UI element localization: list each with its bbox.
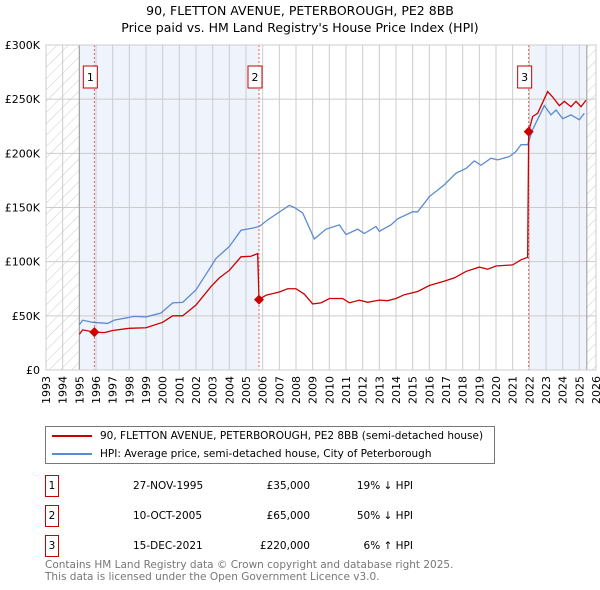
- legend-line-blue: [52, 453, 92, 455]
- y-tick-label: £300K: [5, 39, 41, 52]
- x-tick-label: 2006: [257, 376, 270, 404]
- series-line: [78, 104, 585, 326]
- legend-label: HPI: Average price, semi-detached house,…: [100, 448, 432, 460]
- x-tick-label: 2014: [390, 376, 403, 404]
- y-tick-label: £150K: [5, 202, 41, 215]
- sale-marker-box: [247, 65, 263, 89]
- sale-marker-box: [517, 65, 533, 89]
- sale-point: [523, 126, 534, 137]
- footer-line-2: This data is licensed under the Open Gov…: [45, 571, 380, 583]
- sale-row: 3 15-DEC-2021 £220,000 6% ↑ HPI: [45, 535, 445, 557]
- x-tick-label: 2001: [173, 376, 186, 404]
- x-tick-label: 1994: [57, 376, 70, 404]
- sale-marker-badge: 2: [45, 505, 59, 527]
- sale-marker-label: 1: [87, 71, 94, 84]
- sale-hpi-diff: 19% ↓ HPI: [356, 480, 413, 492]
- sale-marker-label: 3: [521, 71, 528, 84]
- footer-line-1: Contains HM Land Registry data © Crown c…: [45, 559, 454, 571]
- sale-price: £220,000: [259, 540, 310, 552]
- x-tick-label: 2024: [557, 376, 570, 404]
- x-tick-label: 1993: [40, 376, 53, 404]
- x-tick-label: 2021: [507, 376, 520, 404]
- chart-subtitle: Price paid vs. HM Land Registry's House …: [121, 20, 479, 35]
- y-tick-label: £200K: [5, 147, 41, 160]
- x-tick-label: 2023: [540, 376, 553, 404]
- x-tick-label: 1995: [73, 376, 86, 404]
- sale-price: £65,000: [266, 510, 310, 522]
- x-tick-label: 2018: [457, 376, 470, 404]
- sale-hpi-diff: 50% ↓ HPI: [356, 510, 413, 522]
- x-tick-label: 1999: [140, 376, 153, 404]
- plot-frame: [45, 44, 597, 371]
- legend-label: 90, FLETTON AVENUE, PETERBOROUGH, PE2 8B…: [100, 430, 484, 442]
- x-tick-label: 2005: [240, 376, 253, 404]
- sale-point: [89, 327, 100, 338]
- x-tick-label: 2020: [490, 376, 503, 404]
- x-tick-label: 2004: [223, 376, 236, 404]
- legend-item-hpi: HPI: Average price, semi-detached house,…: [52, 445, 432, 463]
- sale-row: 1 27-NOV-1995 £35,000 19% ↓ HPI: [45, 475, 445, 497]
- chart-title: 90, FLETTON AVENUE, PETERBOROUGH, PE2 8B…: [146, 3, 454, 18]
- x-tick-label: 2015: [407, 376, 420, 404]
- x-tick-label: 2011: [340, 376, 353, 404]
- y-tick-label: £0: [26, 364, 40, 377]
- legend-item-property: 90, FLETTON AVENUE, PETERBOROUGH, PE2 8B…: [52, 427, 483, 445]
- sale-date: 15-DEC-2021: [133, 540, 203, 552]
- y-tick-label: £100K: [5, 256, 41, 269]
- x-tick-label: 1998: [123, 376, 136, 404]
- sale-hpi-diff: 6% ↑ HPI: [363, 540, 413, 552]
- x-tick-label: 1997: [107, 376, 120, 404]
- sale-price: £35,000: [266, 480, 310, 492]
- x-tick-label: 2017: [440, 376, 453, 404]
- y-tick-label: £250K: [5, 93, 41, 106]
- sale-row: 2 10-OCT-2005 £65,000 50% ↓ HPI: [45, 505, 445, 527]
- x-tick-label: 2016: [423, 376, 436, 404]
- x-tick-label: 2000: [157, 376, 170, 404]
- sale-point: [254, 294, 264, 305]
- x-tick-label: 2026: [590, 376, 600, 404]
- x-tick-label: 2013: [373, 376, 386, 404]
- legend: 90, FLETTON AVENUE, PETERBOROUGH, PE2 8B…: [45, 426, 495, 464]
- x-tick-label: 2019: [473, 376, 486, 404]
- x-tick-label: 1996: [90, 376, 103, 404]
- legend-line-red: [52, 435, 92, 437]
- sale-date: 27-NOV-1995: [133, 480, 204, 492]
- x-tick-label: 2009: [307, 376, 320, 404]
- x-tick-label: 2025: [573, 376, 586, 404]
- sale-marker-badge: 1: [45, 475, 59, 497]
- y-tick-label: £50K: [12, 310, 41, 323]
- x-tick-label: 2012: [357, 376, 370, 404]
- price-chart: 1993 1994 1995 1996 1997 1998 1999 2000 2001 2002…: [5, 39, 600, 404]
- x-tick-label: 2002: [190, 376, 203, 404]
- sale-marker-box: [82, 65, 98, 89]
- x-tick-label: 2008: [290, 376, 303, 404]
- sale-marker-label: 2: [252, 71, 259, 84]
- x-tick-label: 2007: [273, 376, 286, 404]
- sale-date: 10-OCT-2005: [133, 510, 202, 522]
- x-tick-label: 2010: [323, 376, 336, 404]
- x-tick-label: 2022: [523, 376, 536, 404]
- x-tick-label: 2003: [207, 376, 220, 404]
- series-line: [78, 90, 587, 335]
- sale-marker-badge: 3: [45, 535, 59, 557]
